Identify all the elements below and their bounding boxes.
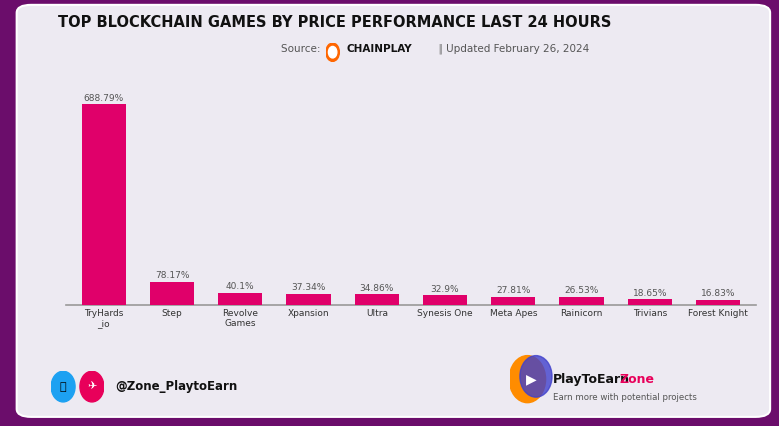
Text: 32.9%: 32.9% xyxy=(431,285,460,294)
Text: TOP BLOCKCHAIN GAMES BY PRICE PERFORMANCE LAST 24 HOURS: TOP BLOCKCHAIN GAMES BY PRICE PERFORMANC… xyxy=(58,15,612,30)
Text: 26.53%: 26.53% xyxy=(564,286,599,295)
Text: Zone: Zone xyxy=(619,374,654,386)
Bar xyxy=(491,296,535,305)
Text: 40.1%: 40.1% xyxy=(226,282,255,291)
Text: 27.81%: 27.81% xyxy=(496,286,530,295)
Bar xyxy=(82,104,126,305)
Text: 34.86%: 34.86% xyxy=(360,284,394,293)
Text: | Updated February 26, 2024: | Updated February 26, 2024 xyxy=(436,44,590,54)
Bar xyxy=(287,294,331,305)
Text: 688.79%: 688.79% xyxy=(83,94,124,103)
Text: CHAINPLAY: CHAINPLAY xyxy=(347,44,412,54)
Bar xyxy=(628,299,672,305)
Text: @Zone_PlaytoEarn: @Zone_PlaytoEarn xyxy=(115,380,238,393)
Circle shape xyxy=(329,46,337,58)
Circle shape xyxy=(326,43,340,61)
Bar xyxy=(150,282,194,305)
Bar xyxy=(423,295,467,305)
Bar xyxy=(218,293,263,305)
Text: |: | xyxy=(435,44,442,54)
Text: 18.65%: 18.65% xyxy=(633,289,667,298)
Text: 78.17%: 78.17% xyxy=(155,271,189,280)
Ellipse shape xyxy=(520,356,552,397)
Circle shape xyxy=(80,371,104,402)
Text: Source:: Source: xyxy=(281,44,327,54)
Text: 🐦: 🐦 xyxy=(60,382,66,391)
Text: PlayToEarn: PlayToEarn xyxy=(553,374,630,386)
Circle shape xyxy=(51,371,75,402)
Text: ✈: ✈ xyxy=(87,382,97,391)
Bar xyxy=(559,297,604,305)
Bar xyxy=(696,300,740,305)
Text: ▶: ▶ xyxy=(527,372,537,386)
Text: Earn more with potential projects: Earn more with potential projects xyxy=(553,392,697,402)
FancyBboxPatch shape xyxy=(16,5,770,417)
Bar xyxy=(354,294,399,305)
Ellipse shape xyxy=(509,356,545,403)
Text: 16.83%: 16.83% xyxy=(701,289,735,298)
Text: 37.34%: 37.34% xyxy=(291,283,326,292)
